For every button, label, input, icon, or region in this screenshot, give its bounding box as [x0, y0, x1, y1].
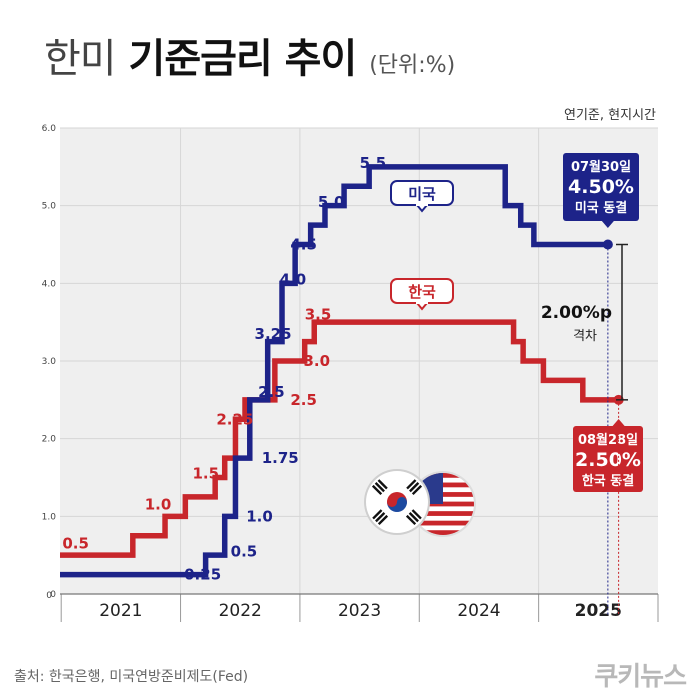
- title-light: 한미: [44, 36, 117, 82]
- data-labels: 0.25 0.5 1.0 1.75 2.5 3.25 4.0 4.5 5.0 5.5 0.5 1.0 1…: [62, 154, 386, 584]
- series-tag-us: 미국: [408, 185, 436, 203]
- y-tick-label: 1.0: [42, 512, 57, 522]
- data-label-us: 4.5: [290, 236, 317, 254]
- us-flag-stripe: [412, 506, 474, 512]
- series-line-us: [60, 164, 608, 578]
- us-flag-stripe: [412, 525, 474, 531]
- callout-value-kr: 2.50%: [575, 449, 641, 471]
- chart-title: 한미 기준금리 추이 (단위:%): [44, 26, 455, 84]
- data-label-kr: 2.5: [290, 391, 317, 409]
- year-label: 2022: [219, 601, 262, 621]
- y-tick-label: 5.0: [42, 202, 57, 212]
- data-label-kr: 1.0: [145, 496, 172, 514]
- data-label-us: 0.5: [231, 542, 258, 560]
- trigram-bar: [405, 514, 417, 526]
- y-tick-label: 6.0: [42, 124, 57, 134]
- trigram-bar: [406, 479, 417, 490]
- trigram-bar: [371, 484, 383, 496]
- callout-box-us: [563, 153, 639, 221]
- source-note: 출처: 한국은행, 미국연방준비제도(Fed): [14, 669, 249, 685]
- y-zero-label: 0: [46, 591, 52, 601]
- year-label: 2025: [575, 601, 622, 621]
- trigram-icon: [406, 479, 423, 496]
- y-tick-label: 2.0: [42, 435, 57, 445]
- trigram-bar: [374, 482, 385, 493]
- trigram-bar: [411, 509, 422, 520]
- year-label: 2024: [457, 601, 500, 621]
- us-flag-stripe: [412, 511, 474, 517]
- tag-pointer-cover-kr: [416, 301, 428, 304]
- trigram-icon: [372, 509, 389, 526]
- data-label-us: 1.0: [246, 507, 273, 525]
- us-flag-stripe: [412, 520, 474, 526]
- data-label-us: 2.5: [258, 383, 285, 401]
- unit-label: (단위:%): [369, 53, 456, 78]
- trigram-icon: [371, 479, 388, 496]
- callout-text-kr: 한국 동결: [582, 473, 634, 489]
- y-tick-label: 4.0: [42, 279, 57, 289]
- data-label-us: 3.25: [255, 325, 292, 343]
- y-tick-label: 0: [50, 590, 56, 600]
- trigram-icon: [405, 509, 422, 526]
- trigram-bar: [375, 512, 386, 523]
- us-flag-stripe: [412, 501, 474, 507]
- us-flag-stripe: [412, 530, 474, 535]
- y-tick-label: 3.0: [42, 357, 57, 367]
- trigram-bar: [372, 509, 383, 520]
- series-lines: [60, 164, 619, 578]
- data-label-kr: 1.5: [192, 465, 219, 483]
- axes: 0 1.0 2.0 3.0 4.0 5.0 6.0 2021 2022 2023 2024 2025 0: [42, 124, 659, 622]
- us-flag-stripe: [412, 515, 474, 522]
- tag-pointer-cover-us: [416, 203, 428, 206]
- data-label-us: 5.0: [318, 193, 345, 211]
- year-label: 2021: [99, 601, 142, 621]
- year-label: 2023: [338, 601, 381, 621]
- callout-arrow-kr: [612, 419, 625, 426]
- trigram-bar: [409, 482, 420, 493]
- gap-label: 격차: [573, 329, 597, 344]
- time-basis-note: 연기준, 현지시간: [564, 108, 656, 123]
- data-label-us: 0.25: [184, 566, 221, 584]
- trigram-bar: [377, 479, 388, 490]
- callout-text-us: 미국 동결: [575, 200, 627, 216]
- callout-value-us: 4.50%: [568, 176, 634, 198]
- data-label-kr: 3.5: [305, 305, 332, 323]
- data-label-kr: 0.5: [62, 535, 89, 553]
- trigram-bar: [377, 514, 389, 526]
- callout-arrow-us: [601, 221, 614, 228]
- callout-box-kr: [573, 426, 643, 492]
- data-label-kr: 2.25: [216, 410, 253, 428]
- data-label-kr: 3.0: [303, 352, 330, 370]
- taegeuk-red-lobe: [387, 497, 397, 507]
- callout-date-us: 07월30일: [571, 159, 631, 175]
- callout-date-kr: 08월28일: [578, 432, 638, 448]
- data-label-us: 5.5: [360, 154, 387, 172]
- brand-logo: 쿠키뉴스: [594, 662, 687, 692]
- series-tag-kr: 한국: [408, 283, 436, 301]
- data-label-us: 4.0: [280, 270, 307, 288]
- trigram-bar: [411, 484, 423, 496]
- gap-value: 2.00%p: [541, 303, 612, 323]
- flags: [364, 469, 476, 537]
- trigram-bar: [408, 512, 419, 523]
- data-label-us: 1.75: [262, 449, 299, 467]
- taegeuk-blue-lobe: [397, 497, 407, 507]
- title-bold: 기준금리 추이: [128, 36, 358, 82]
